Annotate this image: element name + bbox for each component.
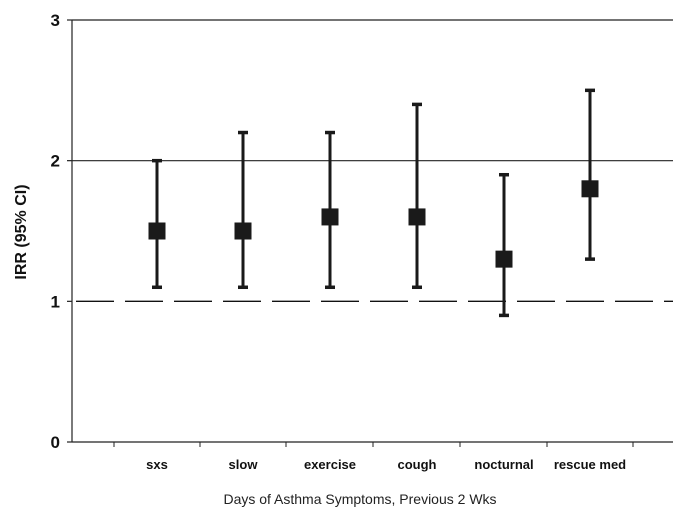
point-marker-sxs xyxy=(148,222,166,240)
y-tick-label-0: 0 xyxy=(51,433,60,452)
y-ticks: 0 1 2 3 xyxy=(51,11,72,452)
x-axis-title: Days of Asthma Symptoms, Previous 2 Wks xyxy=(223,491,496,507)
x-category-label-exercise: exercise xyxy=(304,457,356,472)
x-category-label-cough: cough xyxy=(398,457,437,472)
x-category-label-sxs: sxs xyxy=(146,457,168,472)
point-marker-rescue-med xyxy=(581,180,599,198)
x-category-label-nocturnal: nocturnal xyxy=(474,457,533,472)
x-category-label-rescue-med: rescue med xyxy=(554,457,626,472)
point-marker-cough xyxy=(408,208,426,226)
y-tick-label-2: 2 xyxy=(51,152,60,171)
point-marker-exercise xyxy=(321,208,339,226)
data-marks xyxy=(148,88,599,318)
y-axis-title: IRR (95% CI) xyxy=(13,184,30,279)
point-marker-nocturnal xyxy=(495,250,513,268)
x-category-label-slow: slow xyxy=(229,457,259,472)
axes xyxy=(71,19,673,447)
point-marker-slow xyxy=(234,222,252,240)
y-tick-label-1: 1 xyxy=(51,292,60,311)
x-category-labels: sxs slow exercise cough nocturnal rescue med xyxy=(146,457,626,472)
y-tick-label-3: 3 xyxy=(51,11,60,30)
